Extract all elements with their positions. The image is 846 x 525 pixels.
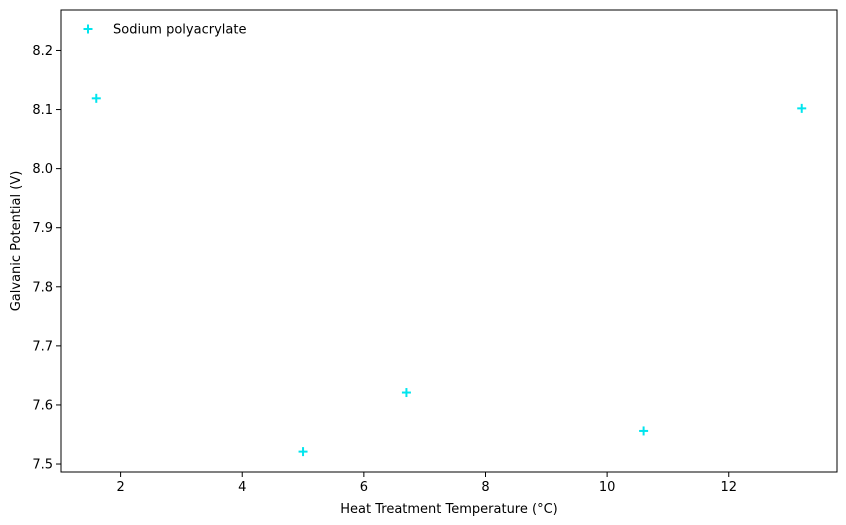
y-axis: 7.5 7.6 7.7 7.8 7.9 8.0 8.1 8.2 [32,44,61,473]
y-tick-label: 8.0 [32,162,53,177]
data-points [91,93,807,457]
y-tick-label: 7.6 [32,398,53,413]
x-tick-label: 4 [238,480,246,495]
data-point [298,447,308,457]
x-axis-label: Heat Treatment Temperature (°C) [340,502,557,517]
plot-frame [60,9,838,473]
x-tick-label: 2 [116,480,124,495]
y-tick-label: 7.8 [32,280,53,295]
y-tick-label: 8.1 [32,103,53,118]
y-tick-label: 8.2 [32,44,53,59]
data-point [91,93,101,103]
y-tick-label: 7.9 [32,221,53,236]
legend: Sodium polyacrylate [83,23,246,38]
legend-marker [83,24,93,34]
y-tick-label: 7.7 [32,339,53,354]
x-tick-label: 12 [720,480,737,495]
plot-area [61,10,837,472]
data-point [639,426,649,436]
y-axis-label: Galvanic Potential (V) [9,171,24,312]
data-point [797,103,807,113]
data-point [401,388,411,398]
x-tick-label: 8 [481,480,489,495]
legend-label: Sodium polyacrylate [113,23,246,38]
x-tick-label: 10 [599,480,616,495]
x-tick-label: 6 [360,480,368,495]
y-tick-label: 7.5 [32,458,53,473]
x-axis: 2 4 6 8 10 12 [116,472,737,495]
